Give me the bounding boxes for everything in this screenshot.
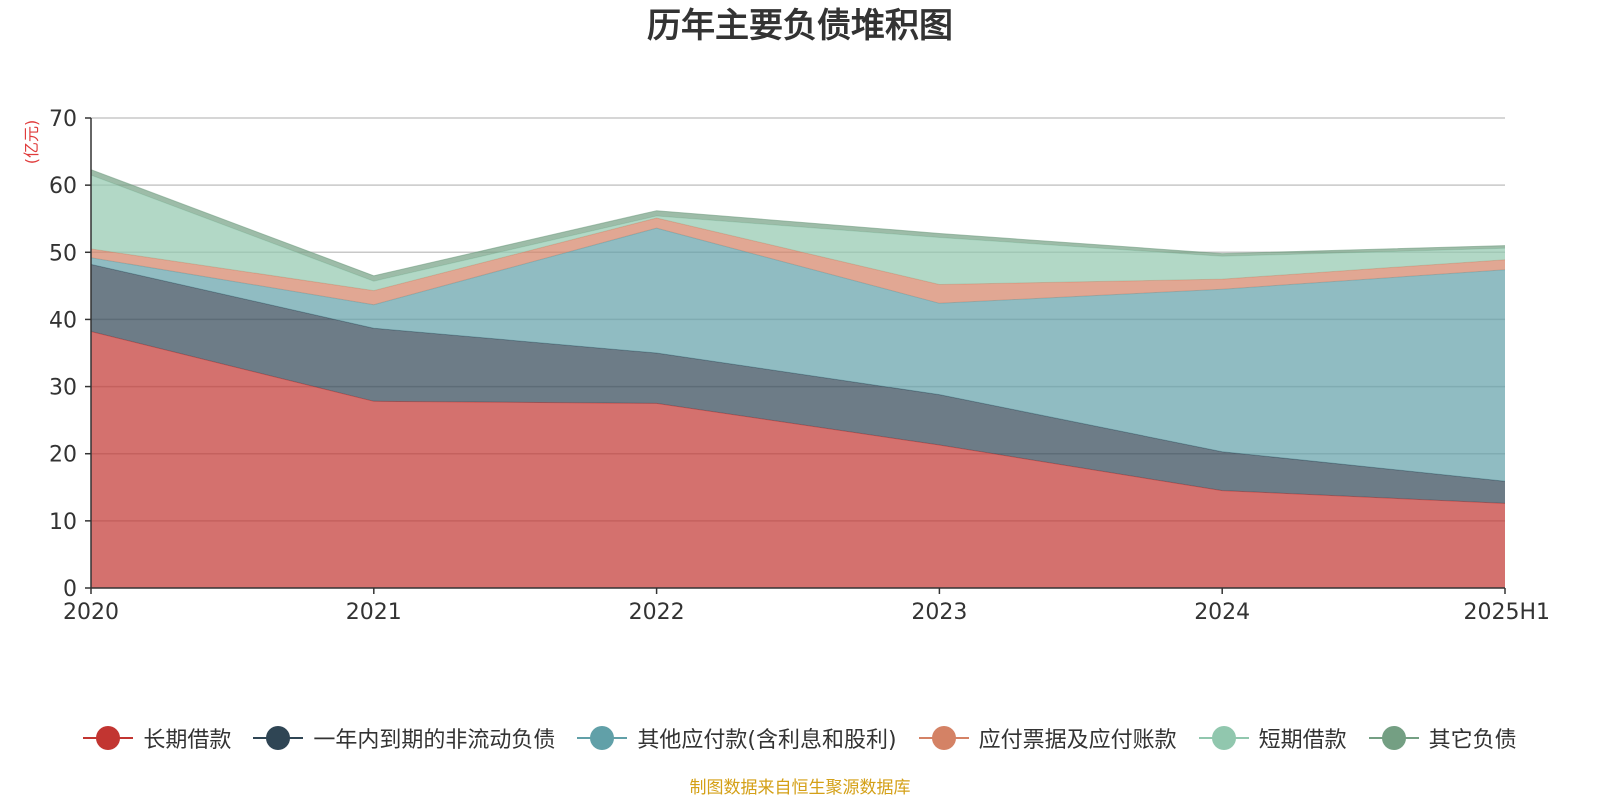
legend-marker-icon xyxy=(1368,726,1419,750)
x-tick-label: 2023 xyxy=(911,600,967,625)
legend-marker-icon xyxy=(918,726,969,750)
area-6[interactable] xyxy=(91,169,1505,282)
x-tick-label: 2020 xyxy=(63,600,119,625)
area-5[interactable] xyxy=(91,175,1505,291)
x-tick-label: 2021 xyxy=(346,600,402,625)
y-tick-label: 40 xyxy=(49,308,77,333)
area-edge-6 xyxy=(90,169,1506,277)
legend: 长期借款 一年内到期的非流动负债 其他应付款(含利息和股利) 应付票据及应付账款 短期借… xyxy=(0,718,1600,758)
y-tick-label: 70 xyxy=(49,107,77,132)
area-2[interactable] xyxy=(91,264,1505,504)
legend-item-2[interactable]: 一年内到期的非流动负债 xyxy=(253,722,555,754)
area-3[interactable] xyxy=(91,228,1505,482)
area-1[interactable] xyxy=(91,331,1505,589)
legend-item-5[interactable]: 短期借款 xyxy=(1198,722,1347,754)
legend-marker-icon xyxy=(253,726,304,750)
legend-item-3[interactable]: 其他应付款(含利息和股利) xyxy=(577,722,897,754)
area-series xyxy=(90,169,1506,589)
x-tick-label: 2025H1 xyxy=(1463,600,1550,625)
x-tick-label: 2022 xyxy=(629,600,685,625)
y-tick-label: 0 xyxy=(63,577,77,602)
data-source-footer: 制图数据来自恒生聚源数据库 xyxy=(689,778,911,798)
legend-label: 短期借款 xyxy=(1258,728,1347,753)
y-axis-unit-label: (亿元) xyxy=(22,120,41,165)
y-tick-label: 10 xyxy=(49,510,77,535)
x-tick-label: 2024 xyxy=(1194,600,1250,625)
axes: 0 10 20 30 40 50 60 70 2020 2021 2022 2023 2024 2025H… xyxy=(49,107,1550,625)
legend-marker-icon xyxy=(83,726,134,750)
legend-label: 长期借款 xyxy=(143,728,232,753)
legend-marker-icon xyxy=(1198,726,1249,750)
legend-item-1[interactable]: 长期借款 xyxy=(83,722,231,754)
y-tick-label: 20 xyxy=(49,443,77,468)
legend-label: 其他应付款(含利息和股利) xyxy=(637,728,897,753)
area-4[interactable] xyxy=(91,218,1505,305)
y-tick-label: 50 xyxy=(49,241,77,266)
y-tick-label: 30 xyxy=(49,376,77,401)
legend-item-6[interactable]: 其它负债 xyxy=(1368,722,1517,754)
y-tick-label: 60 xyxy=(49,174,77,199)
legend-marker-icon xyxy=(577,726,628,750)
legend-item-4[interactable]: 应付票据及应付账款 xyxy=(918,722,1177,754)
legend-label: 应付票据及应付账款 xyxy=(978,728,1177,753)
legend-label: 一年内到期的非流动负债 xyxy=(313,728,556,753)
legend-label: 其它负债 xyxy=(1428,728,1517,753)
chart-title: 历年主要负债堆积图 xyxy=(647,6,953,46)
